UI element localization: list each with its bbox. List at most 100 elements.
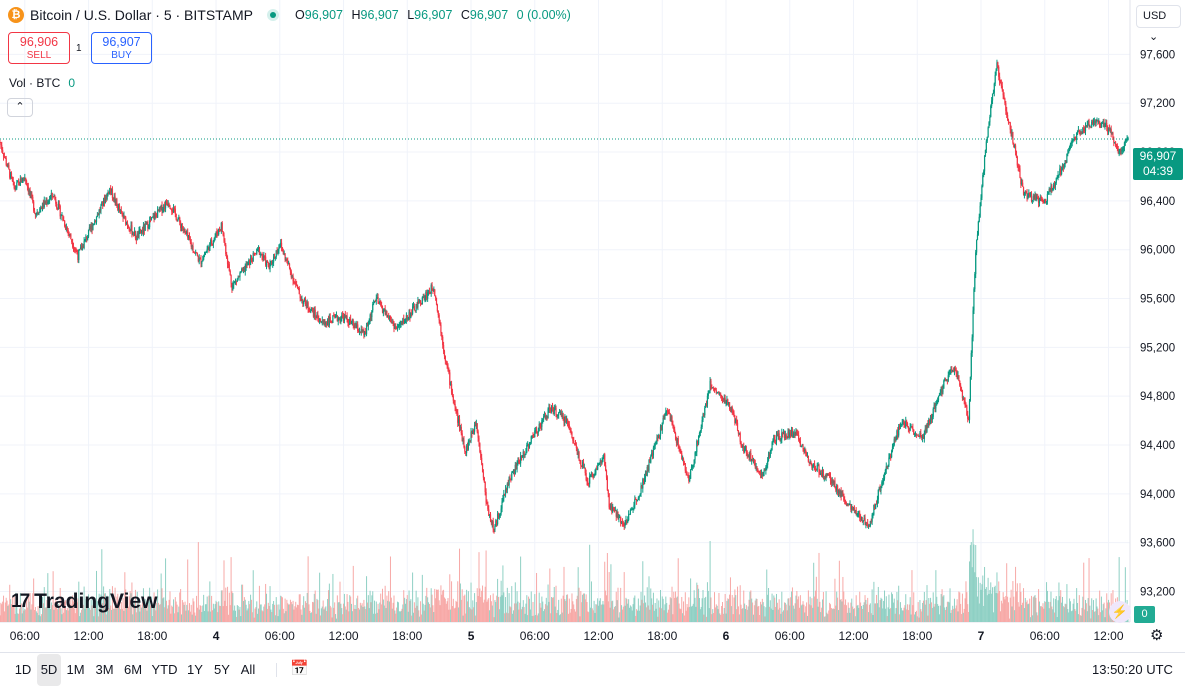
volume-bar — [457, 581, 459, 622]
range-1d[interactable]: 1D — [14, 662, 32, 677]
candle-body — [54, 195, 56, 200]
candle-body — [366, 325, 369, 327]
candle-body — [242, 267, 245, 270]
volume-bar — [877, 586, 879, 622]
tradingview-logo[interactable]: 17 TradingView — [11, 590, 157, 614]
volume-bar — [979, 582, 981, 622]
volume-bar — [857, 604, 859, 622]
volume-bar — [768, 606, 770, 622]
volume-bar — [638, 610, 640, 622]
range-1m[interactable]: 1M — [66, 662, 85, 677]
range-all[interactable]: All — [240, 662, 256, 677]
candle-body — [865, 522, 867, 525]
volume-bar — [936, 596, 938, 622]
volume-bar — [434, 588, 436, 622]
candle-body — [23, 177, 25, 179]
volume-bar — [775, 593, 777, 622]
volume-bar — [289, 604, 291, 622]
volume-bar — [350, 596, 352, 622]
volume-bar — [294, 606, 296, 622]
candle-body — [504, 494, 506, 495]
calendar-range-icon[interactable]: 📅 — [290, 660, 309, 677]
volume-bar — [639, 605, 641, 622]
candle-body — [1051, 186, 1053, 190]
range-5d[interactable]: 5D — [37, 654, 61, 686]
ohlc-high-key: H — [351, 8, 361, 22]
volume-bar — [740, 604, 742, 622]
range-6m[interactable]: 6M — [123, 662, 143, 677]
candle-body — [558, 412, 561, 414]
candle-body — [365, 325, 368, 335]
candle-body — [818, 465, 820, 474]
candle-body — [446, 361, 448, 366]
volume-bar — [947, 601, 949, 622]
candle-body — [543, 416, 545, 419]
candle-body — [71, 239, 73, 243]
symbol-title[interactable]: Bitcoin / U.S. Dollar · 5 · BITSTAMP — [30, 7, 254, 23]
price-chart[interactable]: 93,20093,60094,00094,40094,80095,20095,6… — [0, 0, 1185, 652]
candle-body — [967, 415, 969, 419]
candle-body — [263, 255, 265, 258]
candle-body — [280, 242, 283, 248]
volume-bar — [994, 585, 996, 622]
range-1y[interactable]: 1Y — [187, 662, 203, 677]
volume-bar — [242, 601, 244, 622]
candle-body — [960, 390, 963, 391]
currency-select[interactable]: USD ⌄ — [1136, 5, 1181, 43]
volume-bar — [680, 609, 682, 622]
volume-bar — [664, 604, 666, 622]
volume-legend[interactable]: Vol · BTC 0 — [9, 76, 75, 90]
volume-bar — [278, 604, 280, 622]
range-ytd[interactable]: YTD — [151, 662, 178, 677]
candle-body — [137, 233, 139, 238]
volume-bar — [1010, 589, 1012, 622]
volume-bar — [910, 614, 912, 622]
sparkle-icon[interactable]: ⚡ — [1109, 601, 1131, 623]
gear-icon[interactable]: ⚙ — [1150, 627, 1164, 644]
sell-button[interactable]: 96,906 SELL — [8, 32, 70, 64]
range-5y[interactable]: 5Y — [214, 662, 230, 677]
candle-body — [1026, 193, 1028, 199]
volume-bar — [685, 610, 687, 622]
candle-body — [419, 300, 421, 302]
collapse-legend-button[interactable]: ⌃ — [7, 98, 33, 117]
candle-body — [612, 507, 615, 510]
candle-body — [272, 262, 274, 264]
volume-bar — [897, 600, 899, 622]
candle-body — [885, 466, 887, 470]
candle-body — [1087, 120, 1089, 125]
candle-body — [270, 261, 272, 263]
candle-body — [806, 455, 809, 457]
volume-bar — [80, 609, 82, 622]
utc-clock[interactable]: 13:50:20 UTC — [1092, 662, 1173, 677]
candle-body — [535, 429, 538, 433]
candle-body — [442, 345, 445, 352]
volume-bar — [128, 596, 130, 622]
candle-body — [507, 483, 509, 486]
candle-body — [651, 453, 654, 456]
volume-bar — [64, 601, 66, 622]
volume-bar — [876, 603, 878, 622]
candle-body — [1068, 146, 1071, 152]
range-3m[interactable]: 3M — [95, 662, 114, 677]
candle-body — [937, 396, 940, 401]
candle-body — [751, 458, 754, 461]
candle-body — [451, 392, 454, 397]
candle-body — [1065, 160, 1067, 162]
candle-body — [597, 465, 599, 470]
volume-bar — [97, 616, 99, 622]
volume-bar — [891, 592, 893, 622]
volume-bar — [500, 580, 502, 622]
candle-body — [815, 469, 817, 471]
candle-body — [527, 444, 530, 448]
candle-body — [692, 464, 694, 467]
buy-button[interactable]: 96,907 BUY — [91, 32, 152, 64]
candle-body — [1060, 168, 1062, 175]
candle-body — [4, 157, 6, 159]
candle-body — [182, 228, 184, 231]
candle-body — [412, 306, 415, 307]
candle-body — [916, 434, 918, 436]
volume-bar — [1074, 609, 1076, 622]
candle-body — [880, 486, 882, 491]
volume-bar — [593, 600, 595, 622]
